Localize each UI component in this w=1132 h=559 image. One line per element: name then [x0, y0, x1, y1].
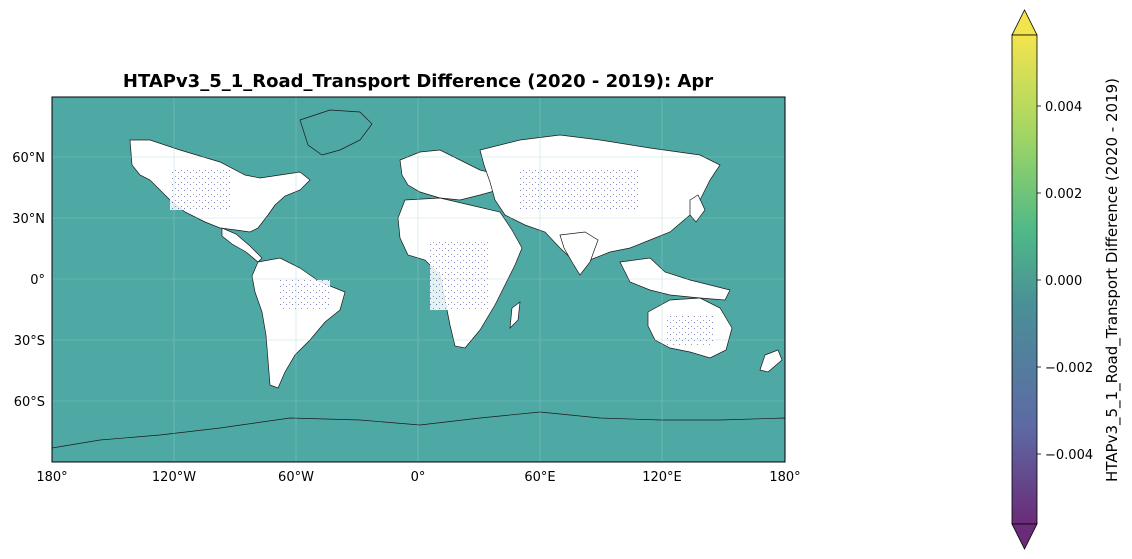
land-new-zealand — [759, 349, 783, 373]
land-greenland — [299, 109, 373, 156]
speckle-north-america — [170, 170, 230, 210]
colorbar-tick-label: −0.002 — [1045, 361, 1093, 376]
y-tick-label: 30°N — [12, 212, 45, 227]
y-tick-label: 0° — [30, 273, 45, 288]
colorbar: 0.004 0.002 0.000 −0.002 −0.004 HTAPv3_5… — [1011, 9, 1122, 550]
y-tick-label: 30°S — [14, 334, 45, 349]
x-tick-labels: 180° 120°W 60°W 0° 60°E 120°E 180° — [36, 470, 800, 485]
x-tick-label: 60°E — [524, 470, 555, 485]
speckle-asia — [520, 170, 640, 210]
speckle-australia — [665, 315, 715, 345]
gridlines — [52, 97, 785, 462]
y-tick-labels: 60°N 30°N 0° 30°S 60°S — [12, 151, 45, 410]
speckle-africa — [430, 240, 490, 310]
colorbar-body — [1011, 34, 1038, 525]
colorbar-tick-label: 0.002 — [1045, 187, 1082, 202]
x-tick-label: 180° — [36, 470, 67, 485]
x-tick-label: 180° — [769, 470, 800, 485]
colorbar-tick-label: −0.004 — [1045, 448, 1093, 463]
colorbar-tick-label: 0.000 — [1045, 274, 1082, 289]
land-india — [559, 231, 599, 276]
map-title: HTAPv3_5_1_Road_Transport Difference (20… — [123, 71, 713, 92]
colorbar-extend-max — [1011, 9, 1038, 36]
x-tick-label: 120°E — [642, 470, 682, 485]
land-madagascar — [509, 301, 521, 329]
land-antarctica — [52, 411, 785, 462]
map-panel — [52, 97, 785, 462]
colorbar-extend-min — [1011, 523, 1038, 550]
land-japan — [689, 194, 706, 223]
colorbar-tick-label: 0.004 — [1045, 100, 1082, 115]
land-europe — [399, 149, 501, 201]
x-tick-label: 0° — [411, 470, 426, 485]
x-tick-label: 60°W — [278, 470, 314, 485]
x-tick-label: 120°W — [152, 470, 196, 485]
y-tick-label: 60°N — [12, 151, 45, 166]
colorbar-ticks — [1037, 105, 1041, 455]
emission-speckle — [170, 170, 715, 345]
speckle-south-america — [280, 280, 330, 310]
map-frame — [51, 96, 786, 463]
colorbar-label: HTAPv3_5_1_Road_Transport Difference (20… — [1103, 78, 1122, 482]
y-tick-label: 60°S — [14, 395, 45, 410]
